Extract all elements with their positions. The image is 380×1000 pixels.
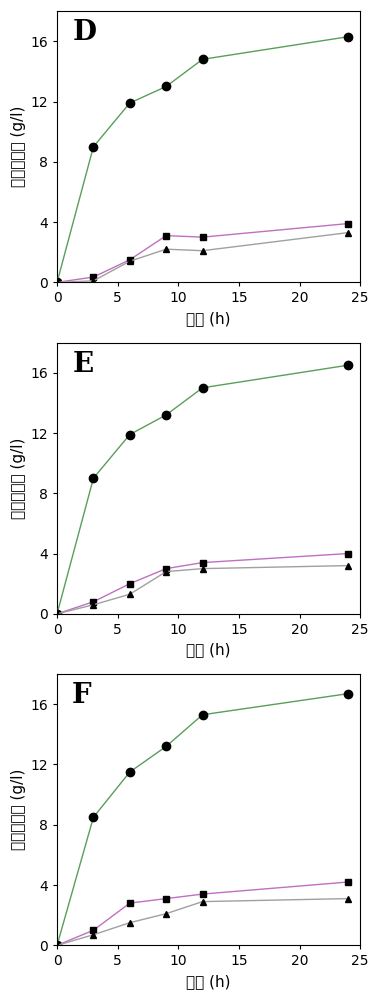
X-axis label: 时间 (h): 时间 (h) — [186, 311, 231, 326]
Y-axis label: 环糖精产量 (g/l): 环糖精产量 (g/l) — [11, 769, 26, 850]
Y-axis label: 环糖精产量 (g/l): 环糖精产量 (g/l) — [11, 106, 26, 187]
Y-axis label: 环糖精产量 (g/l): 环糖精产量 (g/l) — [11, 438, 26, 519]
Text: F: F — [72, 682, 92, 709]
X-axis label: 时间 (h): 时间 (h) — [186, 974, 231, 989]
X-axis label: 时间 (h): 时间 (h) — [186, 642, 231, 657]
Text: E: E — [72, 351, 93, 378]
Text: D: D — [72, 19, 96, 46]
